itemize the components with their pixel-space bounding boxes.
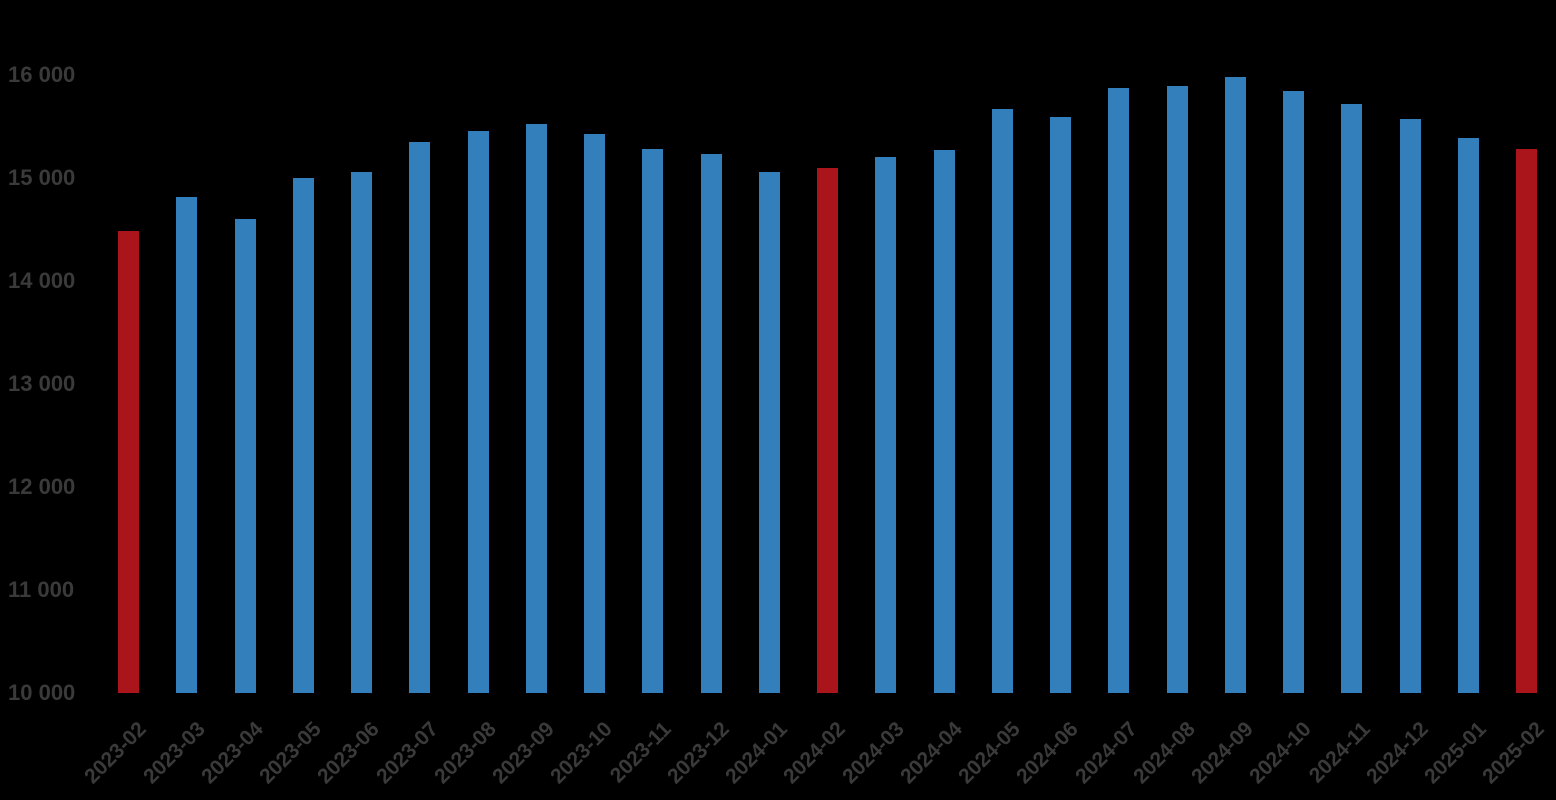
x-axis-label: 2024-09 (1187, 717, 1259, 789)
bar-2024-10 (1283, 91, 1304, 693)
y-axis-label: 10 000 (8, 680, 76, 705)
x-axis-label: 2023-09 (488, 717, 560, 789)
bar-2025-01 (1457, 137, 1479, 693)
x-axis-label: 2024-08 (1129, 717, 1200, 789)
x-axis-label: 2024-12 (1362, 717, 1433, 789)
x-axis-label: 2023-10 (546, 717, 618, 789)
bar-2024-02 (817, 167, 838, 693)
x-axis-label: 2024-10 (1245, 717, 1317, 789)
bar-2024-08 (1166, 86, 1188, 693)
x-axis-label: 2023-03 (138, 717, 210, 789)
bar-2023-08 (467, 130, 489, 693)
bar-2024-03 (875, 157, 897, 693)
bar-2023-06 (351, 171, 372, 693)
bar-2023-02 (118, 230, 139, 693)
bar-2023-11 (642, 149, 664, 693)
bar-2024-01 (758, 171, 780, 693)
bar-2023-07 (409, 141, 431, 693)
bar-2024-06 (1050, 117, 1071, 693)
x-axis-label: 2024-01 (721, 717, 793, 789)
x-axis-label: 2024-05 (954, 717, 1026, 789)
bar-2024-07 (1108, 88, 1130, 693)
x-axis-label: 2024-07 (1070, 717, 1142, 789)
x-axis-label: 2023-02 (80, 717, 152, 789)
x-axis-label: 2023-08 (430, 717, 501, 789)
x-axis-label: 2025-01 (1420, 717, 1492, 789)
x-axis-label: 2023-06 (313, 717, 385, 789)
bar-2023-04 (234, 219, 256, 693)
x-axis-label: 2023-11 (605, 717, 676, 788)
y-axis-label: 14 000 (8, 268, 76, 293)
x-axis-label: 2024-03 (837, 717, 909, 789)
bar-2024-12 (1399, 119, 1421, 693)
bar-2024-11 (1341, 103, 1363, 693)
y-axis-label: 13 000 (8, 371, 76, 396)
bar-2025-02 (1516, 149, 1537, 693)
x-axis-label: 2023-12 (663, 717, 734, 789)
x-axis-label: 2024-06 (1012, 717, 1084, 789)
x-axis-label: 2023-05 (255, 717, 327, 789)
x-axis-label: 2024-02 (779, 717, 851, 789)
bar-2023-03 (176, 196, 198, 693)
y-axis-label: 15 000 (8, 165, 76, 190)
bar-2023-10 (584, 133, 605, 693)
y-axis-label: 16 000 (8, 62, 76, 87)
bar-2023-09 (525, 124, 547, 693)
x-axis-label: 2025-02 (1478, 717, 1550, 789)
y-axis-label: 12 000 (8, 474, 76, 499)
y-axis-label: 11 000 (8, 577, 75, 602)
bar-2023-12 (700, 154, 722, 693)
x-axis-label: 2023-07 (371, 717, 443, 789)
x-axis-label: 2024-11 (1304, 717, 1375, 788)
bar-2024-05 (991, 108, 1013, 693)
bar-2024-04 (933, 150, 955, 693)
bar-2023-05 (292, 178, 314, 693)
x-axis-label: 2023-04 (197, 717, 268, 789)
x-axis-label: 2024-04 (896, 717, 967, 789)
bar-2024-09 (1224, 77, 1246, 693)
